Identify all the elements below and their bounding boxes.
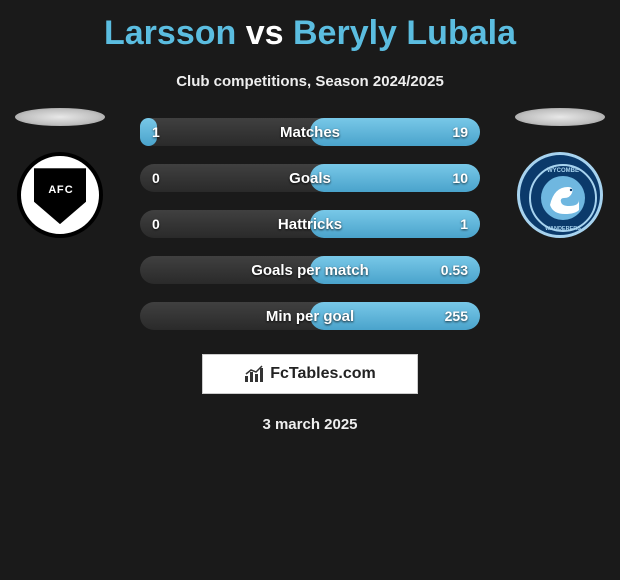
stats-area: A F C WYCOMBE WANDERERS 1 Matches 19 0 Goals… xyxy=(0,118,620,330)
stat-value-right: 1 xyxy=(460,216,468,232)
brand-badge: FcTables.com xyxy=(202,354,418,394)
swan-icon: WYCOMBE WANDERERS xyxy=(520,155,603,238)
stat-label: Goals xyxy=(289,170,331,187)
shield-icon: A F C xyxy=(34,168,86,224)
svg-text:WYCOMBE: WYCOMBE xyxy=(547,168,579,174)
stat-value-left: 1 xyxy=(152,124,160,140)
brand-text: FcTables.com xyxy=(270,365,376,383)
stat-row: 0 Hattricks 1 xyxy=(140,210,480,238)
stat-value-right: 255 xyxy=(445,308,468,324)
bar-chart-icon xyxy=(244,365,266,383)
stat-value-right: 19 xyxy=(452,124,468,140)
stat-value-left: 0 xyxy=(152,216,160,232)
left-club-column: A F C xyxy=(10,108,110,238)
stat-label: Min per goal xyxy=(266,308,354,325)
club-badge-left-letters: A F C xyxy=(48,185,71,197)
player1-photo-placeholder xyxy=(15,108,105,126)
stat-value-left: 0 xyxy=(152,170,160,186)
stat-row: Goals per match 0.53 xyxy=(140,256,480,284)
club-badge-left: A F C xyxy=(17,152,103,238)
player2-photo-placeholder xyxy=(515,108,605,126)
subtitle: Club competitions, Season 2024/2025 xyxy=(0,73,620,90)
stat-label: Goals per match xyxy=(251,262,369,279)
title-vs: vs xyxy=(246,14,284,52)
stat-row: Min per goal 255 xyxy=(140,302,480,330)
stat-row: 0 Goals 10 xyxy=(140,164,480,192)
player2-name: Beryly Lubala xyxy=(293,14,516,52)
stat-value-right: 0.53 xyxy=(441,262,468,278)
stat-row: 1 Matches 19 xyxy=(140,118,480,146)
player1-name: Larsson xyxy=(104,14,236,52)
svg-text:WANDERERS: WANDERERS xyxy=(545,226,581,232)
stat-label: Hattricks xyxy=(278,216,342,233)
right-club-column: WYCOMBE WANDERERS xyxy=(510,108,610,238)
comparison-card: Larsson vs Beryly Lubala Club competitio… xyxy=(0,0,620,433)
stat-value-right: 10 xyxy=(452,170,468,186)
stat-rows: 1 Matches 19 0 Goals 10 0 Hattricks 1 Goals per m… xyxy=(140,118,480,330)
club-badge-right: WYCOMBE WANDERERS xyxy=(517,152,603,238)
date-label: 3 march 2025 xyxy=(0,416,620,433)
page-title: Larsson vs Beryly Lubala xyxy=(0,14,620,53)
stat-label: Matches xyxy=(280,124,340,141)
